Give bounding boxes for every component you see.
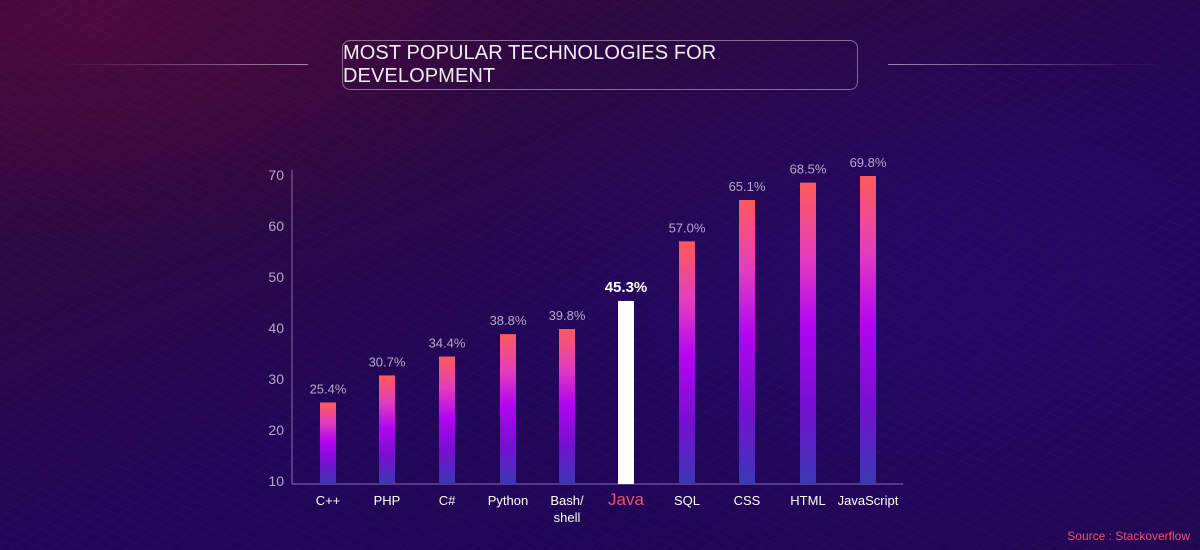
bar	[379, 375, 395, 484]
value-label: 30.7%	[369, 354, 406, 369]
category-label: CSS	[734, 493, 761, 508]
value-label: 45.3%	[605, 279, 648, 296]
category-label: C++	[316, 493, 341, 508]
bar	[860, 176, 876, 484]
category-label: C#	[439, 493, 456, 508]
title-divider-right	[888, 64, 1163, 65]
value-label: 57.0%	[669, 220, 706, 235]
source-note: Source : Stackoverflow	[1067, 529, 1190, 543]
title-divider-left	[60, 64, 308, 65]
value-label: 39.8%	[549, 308, 586, 323]
y-tick-label: 20	[268, 422, 284, 438]
category-label: HTML	[790, 493, 825, 508]
bar	[439, 356, 455, 484]
category-label: shell	[554, 510, 581, 525]
category-label: Bash/	[550, 493, 584, 508]
category-label: SQL	[674, 493, 700, 508]
bar	[739, 199, 755, 485]
value-label: 25.4%	[310, 381, 347, 396]
value-label: 38.8%	[490, 313, 527, 328]
y-tick-label: 70	[268, 167, 284, 183]
bar	[679, 241, 695, 484]
bar	[800, 182, 816, 484]
category-label: JavaScript	[838, 493, 899, 508]
category-label: PHP	[374, 493, 401, 508]
value-label: 34.4%	[429, 336, 466, 351]
y-tick-label: 50	[268, 269, 284, 285]
y-tick-label: 60	[268, 218, 284, 234]
value-label: 65.1%	[729, 179, 766, 194]
category-label: Python	[488, 493, 528, 508]
y-tick-label: 10	[268, 473, 284, 489]
value-label: 68.5%	[790, 162, 827, 177]
bar	[320, 402, 336, 484]
category-label: Java	[608, 490, 644, 509]
y-tick-label: 30	[268, 371, 284, 387]
chart-title: MOST POPULAR TECHNOLOGIES FOR DEVELOPMEN…	[342, 40, 858, 90]
y-tick-label: 40	[268, 320, 284, 336]
value-label: 69.8%	[850, 155, 887, 170]
bar	[500, 334, 516, 484]
bars	[320, 176, 876, 485]
bar	[618, 300, 634, 484]
labels: 25.4% C++ 30.7% PHP 34.4% C# 38.8% Python 39.8% B…	[310, 155, 899, 525]
chart-title-text: MOST POPULAR TECHNOLOGIES FOR DEVELOPMEN…	[343, 42, 717, 87]
bar	[559, 329, 575, 484]
